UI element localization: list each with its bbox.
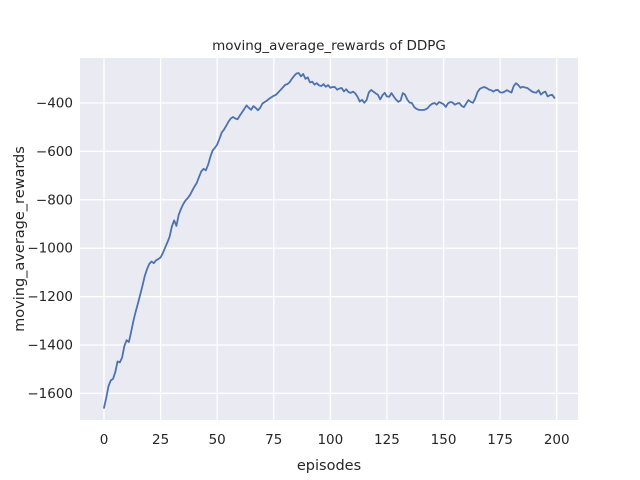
plot-area — [80, 58, 578, 420]
chart-title: moving_average_rewards of DDPG — [212, 38, 446, 54]
y-tick-label: −600 — [36, 144, 73, 160]
y-tick-label: −1000 — [27, 241, 73, 257]
y-tick-label: −1600 — [27, 386, 73, 402]
x-tick-label: 100 — [317, 432, 343, 448]
gridlines — [80, 58, 578, 420]
x-tick-label: 200 — [544, 432, 570, 448]
x-tick-label: 0 — [100, 432, 109, 448]
y-tick-label: −800 — [36, 192, 73, 208]
reward-line — [103, 72, 556, 409]
x-tick-label: 25 — [152, 432, 169, 448]
x-tick-labels: 0 25 50 75 100 125 150 175 200 — [100, 432, 570, 448]
x-tick-label: 75 — [265, 432, 282, 448]
x-tick-label: 150 — [431, 432, 457, 448]
y-tick-labels: −400 −600 −800 −1000 −1200 −1400 −1600 — [27, 96, 73, 402]
x-tick-label: 175 — [487, 432, 513, 448]
y-tick-label: −1400 — [27, 337, 73, 353]
y-tick-label: −1200 — [27, 289, 73, 305]
y-axis-label: moving_average_rewards — [12, 146, 28, 332]
x-tick-label: 125 — [374, 432, 400, 448]
x-tick-label: 50 — [209, 432, 226, 448]
y-tick-label: −400 — [36, 96, 73, 112]
x-axis-label: episodes — [297, 458, 361, 474]
